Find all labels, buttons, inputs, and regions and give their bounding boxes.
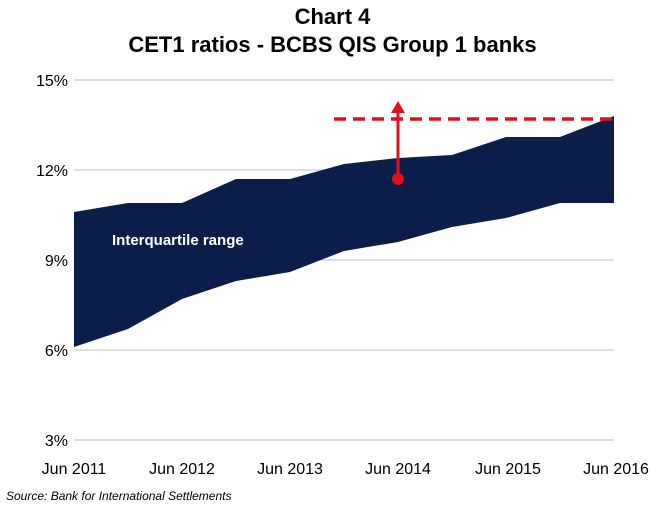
band-label: Interquartile range: [112, 232, 244, 249]
interquartile-band: [74, 116, 614, 347]
y-tick-label: 15%: [36, 73, 68, 90]
y-axis: 3% 6% 9% 12% 15%: [36, 73, 68, 450]
chart-subtitle: CET1 ratios - BCBS QIS Group 1 banks: [128, 32, 537, 57]
x-axis: Jun 2011 Jun 2012 Jun 2013 Jun 2014 Jun 2015…: [42, 461, 649, 478]
band-layer: Interquartile range: [74, 116, 614, 347]
y-tick-label: 9%: [45, 253, 68, 270]
x-tick-label: Jun 2011: [42, 461, 107, 478]
chart-title: Chart 4: [294, 4, 371, 29]
annotation-layer: [334, 101, 614, 185]
y-tick-label: 12%: [36, 163, 68, 180]
x-tick-label: Jun 2014: [365, 461, 431, 478]
x-tick-label: Jun 2016: [583, 461, 649, 478]
x-tick-label: Jun 2012: [149, 461, 215, 478]
y-tick-label: 6%: [45, 343, 68, 360]
arrow-head: [391, 101, 405, 113]
y-tick-label: 3%: [45, 433, 68, 450]
x-tick-label: Jun 2015: [475, 461, 541, 478]
source-note: Source: Bank for International Settlemen…: [6, 489, 232, 503]
x-tick-label: Jun 2013: [257, 461, 323, 478]
arrow-origin-dot: [392, 173, 404, 185]
